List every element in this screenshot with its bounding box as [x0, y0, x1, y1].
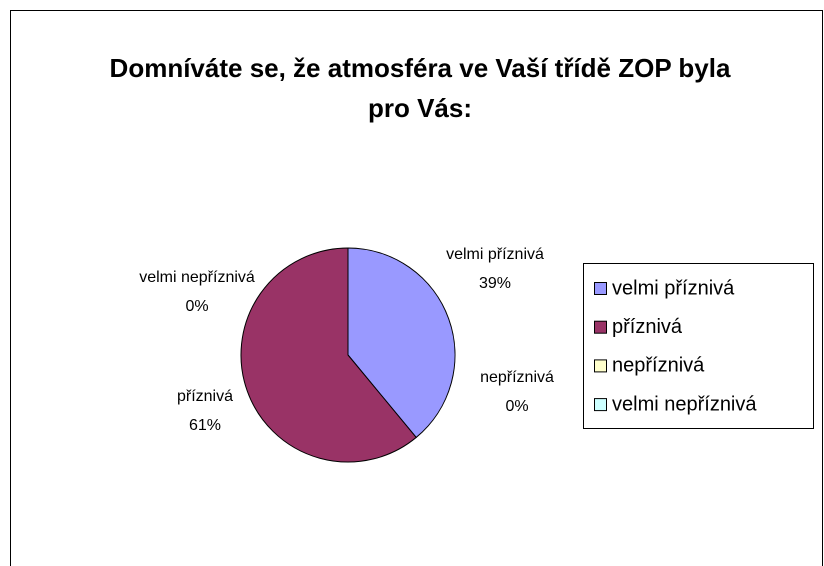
- slice-value-label: 39%: [479, 275, 511, 292]
- slice-value-label: 0%: [185, 298, 208, 315]
- legend-swatch: [594, 282, 607, 295]
- slice-value-label: 61%: [189, 417, 221, 434]
- chart-title: Domníváte se, že atmosféra ve Vaší třídě…: [109, 53, 731, 123]
- chart-frame: [10, 10, 823, 566]
- legend-label: velmi příznivá: [612, 277, 735, 299]
- legend-label: nepříznivá: [612, 355, 705, 377]
- legend-swatch: [594, 320, 607, 334]
- legend-label: velmi nepříznivá: [612, 393, 757, 415]
- slice-label: velmi příznivá: [446, 246, 544, 263]
- slice-label: nepříznivá: [480, 369, 554, 386]
- slice-label: velmi nepříznivá: [139, 269, 255, 286]
- slice-label: příznivá: [177, 388, 233, 405]
- legend-swatch: [594, 359, 607, 373]
- legend-label: příznivá: [612, 316, 683, 338]
- pie-slice: [240, 247, 417, 463]
- legend-swatch: [594, 398, 607, 412]
- legend-box: [583, 263, 814, 429]
- slice-value-label: 0%: [505, 398, 528, 415]
- pie-slice: [347, 247, 456, 439]
